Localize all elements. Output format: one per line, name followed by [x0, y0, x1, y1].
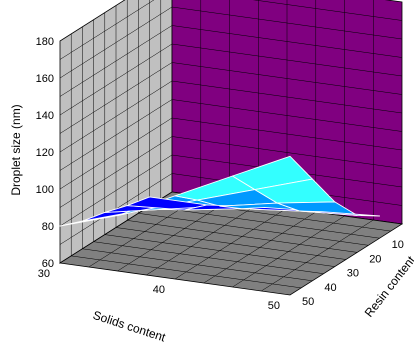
surface-cell	[299, 210, 381, 217]
x-axis-title: Solids content	[91, 308, 168, 345]
floor-gridline	[261, 219, 374, 292]
x-tick-label: 50	[268, 300, 280, 312]
y-tick-label: 50	[302, 296, 314, 308]
y-tick-label: 30	[347, 268, 359, 280]
x-tick-label: 30	[38, 268, 50, 280]
z-tick-label: 180	[36, 36, 54, 48]
z-tick-label: 160	[36, 73, 54, 85]
axis-tick-labels: 60 80 100 120 140 160 180 30 40 50 10 20 30 40 50	[36, 36, 404, 312]
y-tick-label: 20	[369, 253, 381, 265]
x-tick-label: 40	[153, 284, 165, 296]
chart-walls	[58, 0, 404, 296]
floor-gridline	[146, 203, 259, 276]
z-tick-label: 100	[36, 184, 54, 196]
surface-mesh	[59, 155, 381, 227]
floor-gridline	[174, 207, 288, 280]
floor-gridline	[203, 211, 316, 284]
y-tick-label: 10	[392, 239, 404, 251]
z-tick-label: 60	[42, 258, 54, 270]
z-axis-title: Droplet size (nm)	[9, 104, 23, 195]
z-tick-label: 80	[42, 221, 54, 233]
z-tick-label: 140	[36, 110, 54, 122]
floor-gridline	[117, 199, 230, 272]
y-tick-label: 40	[324, 282, 336, 294]
z-tick-label: 120	[36, 147, 54, 159]
floor-gridline	[232, 215, 345, 288]
